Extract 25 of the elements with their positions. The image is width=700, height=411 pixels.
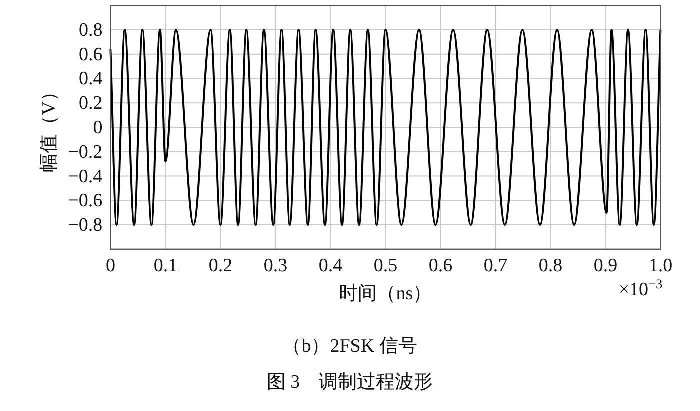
x-tick-label: 0.5 xyxy=(374,255,398,276)
y-tick-label: 0.8 xyxy=(78,19,103,40)
y-tick-label: 0 xyxy=(93,117,103,138)
x-axis-title: 时间（ns） xyxy=(339,283,432,304)
y-tick-label: −0.6 xyxy=(68,190,103,212)
caption: 图 3 调制过程波形 xyxy=(266,372,434,393)
y-tick-label: −0.8 xyxy=(68,214,103,236)
x-tick-label: 0.2 xyxy=(208,255,233,276)
x-tick-label: 0.8 xyxy=(538,255,563,276)
x-tick-label: 1.0 xyxy=(648,255,673,276)
y-tick-label: −0.2 xyxy=(68,141,103,162)
text: （b）2FSK 信号 xyxy=(282,336,418,357)
y-tick-label: 0.6 xyxy=(78,44,103,65)
line-series xyxy=(110,28,662,226)
y-tick-label: 0.2 xyxy=(78,92,103,114)
y-tick-label: 0.4 xyxy=(78,68,104,90)
x-tick-label: 0.1 xyxy=(154,255,178,276)
x-tick-label: 0.3 xyxy=(264,255,288,276)
y-tick-label: −0.4 xyxy=(68,166,104,187)
text: ×10$^{−3}$ xyxy=(618,276,664,300)
x-tick-label: 0.4 xyxy=(318,255,344,276)
x-tick-label: 0.6 xyxy=(428,255,453,276)
y-axis-title: 幅值（V） xyxy=(39,82,60,172)
x-tick-label: 0.7 xyxy=(484,255,508,276)
x-tick-label: 0.9 xyxy=(594,255,618,276)
